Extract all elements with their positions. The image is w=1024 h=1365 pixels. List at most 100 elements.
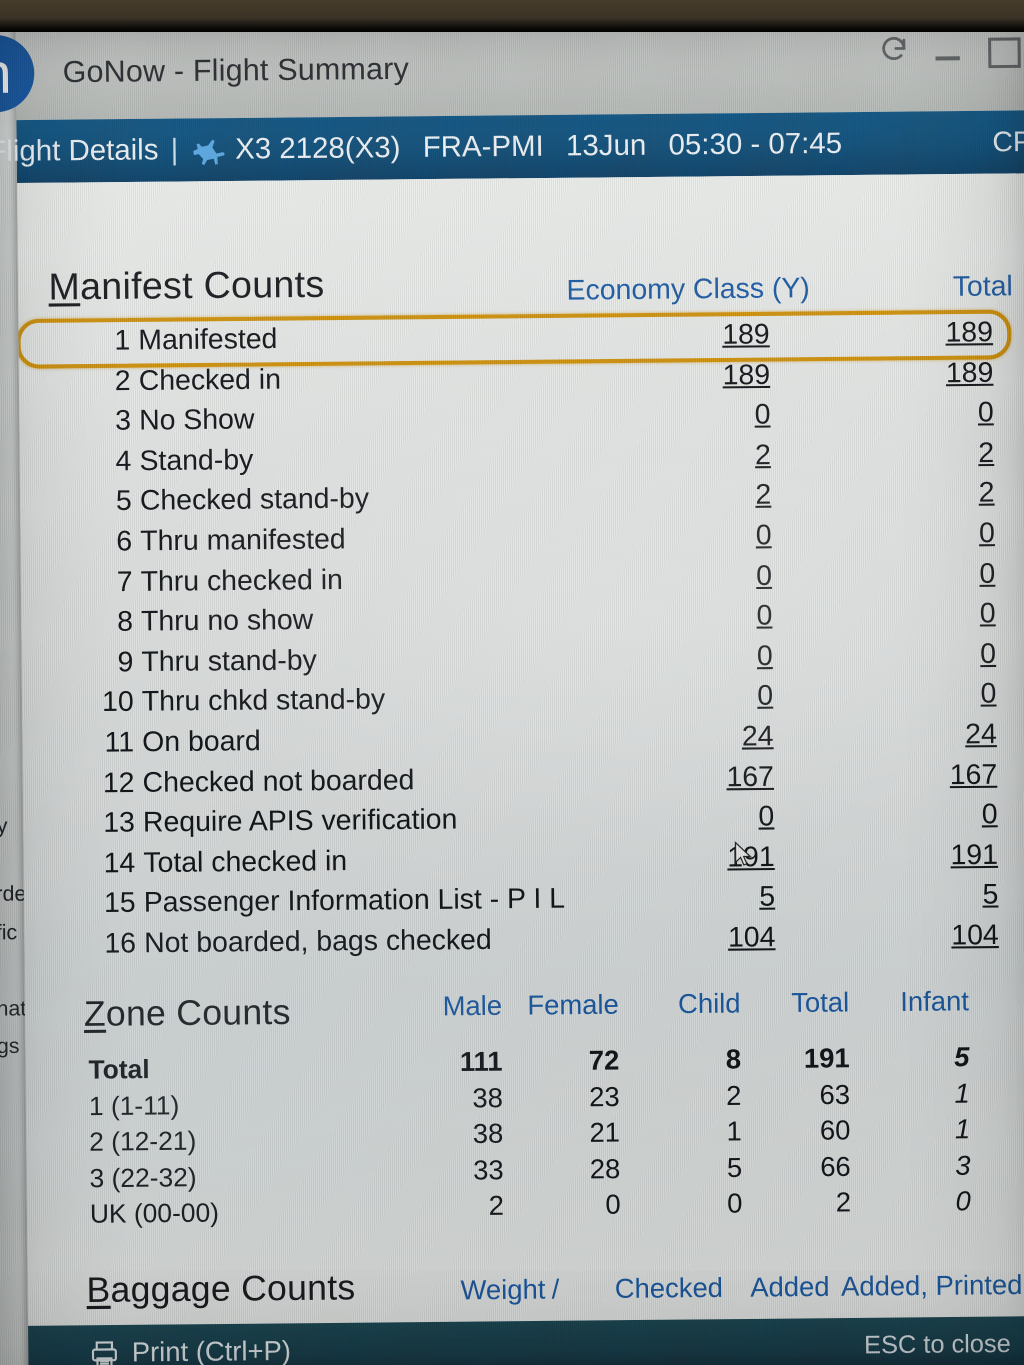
summary-body: Manifest Counts Economy Class (Y) Total … xyxy=(17,173,1024,1326)
manifest-economy-value[interactable]: 0 xyxy=(754,398,771,430)
window-title: GoNow - Flight Summary xyxy=(62,52,410,90)
manifest-economy-value[interactable]: 0 xyxy=(755,518,772,551)
manifest-total-value[interactable]: 0 xyxy=(980,677,997,710)
zone-row-label: 3 (22-32) xyxy=(89,1161,197,1193)
manifest-total-value[interactable]: 0 xyxy=(977,396,994,428)
manifest-economy-value[interactable]: 0 xyxy=(757,679,774,712)
zone-row-label: UK (00-00) xyxy=(89,1197,220,1229)
manifest-total-value[interactable]: 0 xyxy=(980,637,997,669)
manifest-row-label: Manifested xyxy=(138,322,278,356)
manifest-row-label: Thru no show xyxy=(140,603,314,637)
zone-row-label: 2 (12-21) xyxy=(89,1125,197,1157)
manifest-row-number: 16 xyxy=(104,926,137,959)
manifest-economy-value[interactable]: 167 xyxy=(726,760,775,792)
manifest-row-label: Thru chkd stand-by xyxy=(141,683,386,718)
zone-infant-value: 5 xyxy=(954,1041,970,1073)
manifest-row-label: Thru manifested xyxy=(140,522,346,557)
printer-icon xyxy=(89,1339,120,1365)
manifest-row-label: Checked in xyxy=(138,362,282,396)
manifest-row-label: No Show xyxy=(138,403,255,436)
print-label: Print (Ctrl+P) xyxy=(131,1335,292,1365)
minimize-button[interactable] xyxy=(931,34,966,69)
manifest-row-label: Thru checked in xyxy=(140,563,344,597)
manifest-economy-value[interactable]: 0 xyxy=(756,599,773,631)
manifest-total-value[interactable]: 0 xyxy=(978,516,996,549)
zone-column-header: Infant xyxy=(900,985,970,1018)
baggage-column-header: Added, Printed xyxy=(840,1269,1023,1302)
manifest-total-value[interactable]: 0 xyxy=(981,798,998,830)
background-text-fragment-0: y xyxy=(0,814,8,838)
manifest-row-number: 3 xyxy=(115,404,132,437)
print-button[interactable]: Print (Ctrl+P) xyxy=(89,1336,291,1365)
zone-heading-mnemonic: Z xyxy=(83,994,107,1035)
manifest-row-number: 8 xyxy=(116,605,134,638)
manifest-row-number: 11 xyxy=(104,725,135,758)
esc-to-close-label: ESC to close xyxy=(863,1329,1011,1360)
flight-details-label: Flight Details xyxy=(0,133,159,168)
manifest-row-number: 7 xyxy=(116,565,133,597)
flight-times: 05:30 - 07:45 xyxy=(668,126,843,162)
flight-route: FRA-PMI xyxy=(422,129,544,164)
manifest-economy-value[interactable]: 0 xyxy=(758,800,775,832)
cp-label: CP: xyxy=(992,125,1024,158)
manifest-total-value[interactable]: 2 xyxy=(978,476,995,509)
manifest-economy-value[interactable]: 2 xyxy=(754,438,771,471)
manifest-total-value[interactable]: 104 xyxy=(951,918,999,951)
manifest-row-number: 13 xyxy=(103,806,136,839)
baggage-heading-mnemonic: B xyxy=(86,1270,111,1311)
manifest-row-label: Checked stand-by xyxy=(139,482,370,517)
manifest-economy-value[interactable]: 104 xyxy=(727,920,776,953)
manifest-row-number: 4 xyxy=(115,444,132,477)
zone-heading-rest: one Counts xyxy=(105,992,291,1034)
bottom-toolbar: Print (Ctrl+P) ESC to close xyxy=(28,1316,1024,1365)
manifest-total-value[interactable]: 24 xyxy=(965,717,997,750)
manifest-column-header-economy: Economy Class (Y) xyxy=(566,271,810,306)
manifest-economy-value[interactable]: 0 xyxy=(755,559,773,591)
manifest-economy-value[interactable]: 24 xyxy=(741,719,774,752)
app-logo-icon: n xyxy=(0,34,35,113)
airplane-icon xyxy=(190,134,225,166)
title-bar[interactable]: n GoNow - Flight Summary xyxy=(0,17,1024,121)
manifest-row-number: 12 xyxy=(102,766,135,798)
manifest-total-value[interactable]: 5 xyxy=(982,878,999,911)
refresh-icon[interactable] xyxy=(878,34,913,69)
manifest-heading-rest: anifest Counts xyxy=(79,263,325,308)
zone-counts-heading: Zone Counts xyxy=(84,992,291,1035)
manifest-total-value[interactable]: 189 xyxy=(945,315,994,348)
manifest-economy-value[interactable]: 189 xyxy=(722,317,770,350)
zone-infant-value: 1 xyxy=(954,1113,971,1145)
flight-summary-dialog: n GoNow - Flight Summary xyxy=(0,17,1024,1365)
manifest-row-number: 14 xyxy=(103,846,136,879)
manifest-economy-value[interactable]: 0 xyxy=(756,639,773,672)
flight-number: X3 2128(X3) xyxy=(234,131,401,166)
manifest-economy-value[interactable]: 189 xyxy=(722,358,771,391)
window-controls[interactable] xyxy=(878,33,1018,69)
manifest-heading-mnemonic: M xyxy=(48,265,81,308)
manifest-total-value[interactable]: 167 xyxy=(949,757,998,790)
manifest-row-label: Not boarded, bags checked xyxy=(143,923,492,959)
manifest-row-label: Total checked in xyxy=(143,844,348,878)
manifest-row[interactable]: 16 Not boarded, bags checked 104 104 xyxy=(24,918,1024,968)
manifest-total-value[interactable]: 189 xyxy=(945,355,994,388)
background-text-fragment-3: hat xyxy=(0,997,27,1021)
flight-date: 13Jun xyxy=(565,128,647,163)
manifest-row-label: Thru stand-by xyxy=(141,643,317,677)
manifest-column-header-total: Total xyxy=(952,269,1013,302)
manifest-total-value[interactable]: 0 xyxy=(979,597,996,629)
manifest-economy-value[interactable]: 2 xyxy=(755,478,772,511)
manifest-counts-heading: Manifest Counts xyxy=(48,263,324,308)
manifest-row-number: 10 xyxy=(101,685,134,718)
manifest-total-value[interactable]: 0 xyxy=(979,556,996,589)
screen-area: y rde fic hat gs ( n GoNow - Flight Summ… xyxy=(0,17,1024,1365)
background-text-fragment-2: fic xyxy=(0,920,18,945)
background-text-fragment-1: rde xyxy=(0,882,27,906)
manifest-economy-value[interactable]: 5 xyxy=(759,880,776,913)
manifest-total-value[interactable]: 191 xyxy=(950,838,999,871)
zone-infant-value: 1 xyxy=(954,1077,970,1109)
manifest-total-value[interactable]: 2 xyxy=(978,436,995,468)
maximize-button[interactable] xyxy=(984,33,1019,68)
baggage-column-header: Weight xyxy=(460,1274,546,1306)
zone-infant-value: 3 xyxy=(955,1149,971,1181)
flight-details-bar: Flight Details | X3 2128(X3) FRA-PMI 13J… xyxy=(0,110,1024,184)
